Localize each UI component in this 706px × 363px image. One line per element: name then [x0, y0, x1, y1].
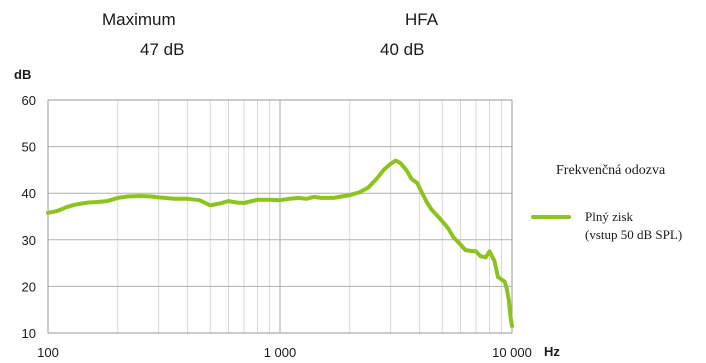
- x-tick-labels: 100 1 000 10 000: [37, 345, 532, 360]
- y-tick-label: 50: [22, 140, 36, 155]
- y-tick-label: 40: [22, 186, 36, 201]
- x-tick-label: 100: [37, 345, 59, 360]
- y-tick-labels: 60 50 40 30 20 10: [22, 93, 36, 341]
- y-tick-label: 10: [22, 326, 36, 341]
- hfa-value: 40 dB: [380, 40, 425, 59]
- legend-swatch: [531, 215, 571, 219]
- y-tick-label: 30: [22, 233, 36, 248]
- chart-series: [46, 158, 514, 328]
- hfa-label: HFA: [405, 10, 439, 29]
- legend-entry-line2: (vstup 50 dB SPL): [585, 227, 683, 242]
- legend-entry-line1: Plný zisk: [585, 209, 634, 224]
- x-axis-unit: Hz: [544, 344, 560, 359]
- x-tick-label: 1 000: [264, 345, 297, 360]
- maximum-label: Maximum: [102, 10, 176, 29]
- maximum-value: 47 dB: [140, 40, 185, 59]
- y-axis-unit: dB: [14, 67, 32, 82]
- chart-grid: [47, 99, 513, 334]
- y-tick-label: 60: [22, 93, 36, 108]
- x-tick-label: 10 000: [492, 345, 532, 360]
- y-tick-label: 20: [22, 279, 36, 294]
- legend-title: Frekvenčná odozva: [556, 163, 666, 178]
- plot-frame: [47, 99, 513, 334]
- series-line: [46, 158, 514, 328]
